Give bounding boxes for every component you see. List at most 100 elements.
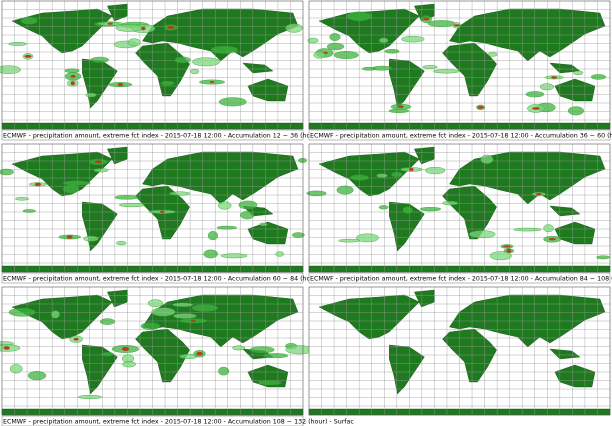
precip-extreme <box>551 76 558 79</box>
precip-area <box>336 185 354 195</box>
precip-area <box>8 307 36 317</box>
precip-area <box>313 51 326 59</box>
precip-area <box>15 197 30 201</box>
precip-extreme <box>536 192 542 196</box>
precip-extreme <box>167 25 175 30</box>
precip-extreme <box>548 238 556 241</box>
precip-area <box>192 57 220 67</box>
precip-extreme <box>503 245 511 248</box>
panel-caption: ECMWF - precipitation amount, extreme fc… <box>3 133 346 140</box>
precip-area <box>191 304 218 312</box>
precip-area <box>203 249 218 259</box>
precip-area <box>262 353 289 359</box>
caption-box <box>308 272 611 284</box>
precip-area <box>425 166 446 175</box>
precip-area <box>384 49 400 54</box>
precip-extreme <box>477 105 484 109</box>
precip-area <box>378 205 389 210</box>
precip-area <box>78 395 102 400</box>
precip-area <box>376 173 388 178</box>
precip-area <box>539 83 554 91</box>
precip-area <box>172 302 194 307</box>
panel-caption: ECMWF - precipitation amount, extreme fc… <box>310 133 612 140</box>
precip-area <box>218 97 247 107</box>
precip-area <box>573 70 584 76</box>
precip-area <box>259 222 268 227</box>
map-panel <box>0 143 308 273</box>
precip-area <box>298 158 308 163</box>
caption-box <box>1 272 304 284</box>
precip-area <box>402 206 413 214</box>
panel-frame <box>1 286 304 416</box>
precip-area <box>127 38 141 47</box>
world-map <box>308 143 611 273</box>
precip-area <box>114 195 139 200</box>
precip-extreme <box>423 17 430 21</box>
precip-area <box>292 232 305 238</box>
precip-area <box>64 68 80 73</box>
caption-box <box>1 129 304 141</box>
precip-extreme <box>121 347 130 351</box>
precip-extreme <box>66 235 73 239</box>
precip-area <box>9 364 23 374</box>
world-map <box>308 286 611 416</box>
precip-area <box>350 174 369 181</box>
precip-area <box>173 313 197 319</box>
precip-area <box>346 11 372 21</box>
precip-area <box>217 201 232 210</box>
precip-extreme <box>3 346 10 350</box>
precip-area <box>100 352 114 357</box>
precip-extreme <box>506 249 512 253</box>
precip-area <box>90 56 109 63</box>
precip-area <box>468 230 496 239</box>
precip-area <box>427 20 456 27</box>
precip-area <box>122 361 136 368</box>
precip-area <box>160 80 175 86</box>
precip-extreme <box>160 210 165 213</box>
precip-area <box>62 184 79 194</box>
precip-area <box>442 200 459 206</box>
world-map <box>1 143 304 273</box>
panel-frame <box>1 0 304 130</box>
precip-extreme <box>70 81 75 86</box>
precip-area <box>372 65 392 71</box>
map-panel <box>306 143 611 273</box>
precip-area <box>8 42 27 46</box>
precip-area <box>401 35 425 43</box>
precip-area <box>433 69 460 74</box>
precip-area <box>190 68 200 75</box>
map-panel <box>0 0 304 130</box>
precip-extreme <box>209 80 215 84</box>
caption-box <box>308 129 611 141</box>
precip-extreme <box>73 337 79 341</box>
precip-area <box>590 74 607 80</box>
precip-area <box>596 255 610 260</box>
precip-area <box>174 56 191 64</box>
precip-area <box>151 307 176 317</box>
precip-area <box>285 23 303 33</box>
precip-area <box>140 322 161 330</box>
world-map <box>1 0 304 130</box>
precip-area <box>218 366 230 376</box>
precip-area <box>0 65 21 74</box>
precip-area <box>338 238 361 243</box>
precip-area <box>422 65 438 69</box>
panel-caption: ECMWF - precipitation amount, extreme fc… <box>3 419 354 426</box>
precip-area <box>115 24 143 32</box>
precip-extreme <box>398 105 404 109</box>
precip-area <box>513 227 542 232</box>
precip-area <box>220 253 248 259</box>
panel-frame <box>308 0 611 130</box>
precip-area <box>27 371 47 381</box>
precip-area <box>327 42 345 51</box>
precip-area <box>543 224 554 233</box>
precip-area <box>525 91 545 98</box>
precip-extreme <box>34 182 41 187</box>
precip-extreme <box>532 107 540 110</box>
panel-frame <box>308 286 611 416</box>
precip-area <box>249 346 275 354</box>
precip-area <box>169 191 191 196</box>
precip-area <box>207 230 219 241</box>
